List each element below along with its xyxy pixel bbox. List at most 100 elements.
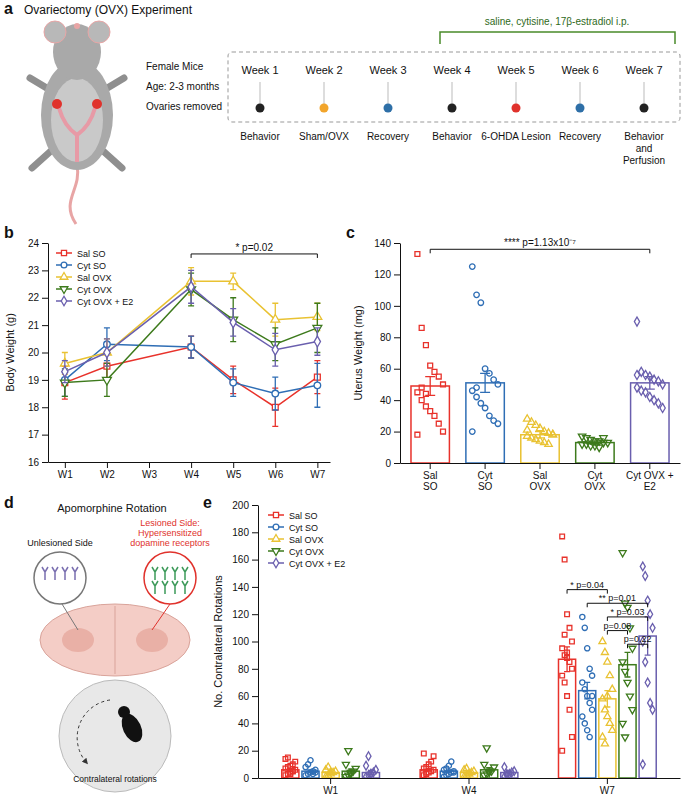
data-point	[373, 765, 378, 774]
event-dot	[640, 104, 649, 113]
axis-line	[258, 506, 259, 779]
data-point	[474, 394, 480, 400]
week-label: Week 3	[369, 64, 406, 76]
data-point	[470, 429, 476, 435]
tick-label: W6	[268, 469, 283, 480]
tick-label: 0	[385, 458, 391, 469]
legend-marker	[61, 262, 67, 268]
data-point	[293, 759, 298, 764]
annotation: p=0.22	[624, 634, 652, 644]
error-bar	[230, 369, 236, 396]
tick: 16	[28, 457, 48, 468]
data-point	[580, 680, 585, 685]
tick: 80	[380, 332, 400, 343]
tick-mark	[42, 325, 48, 326]
error-bar	[307, 770, 313, 773]
error-bar	[230, 309, 236, 336]
mouse-head	[118, 706, 130, 718]
data-point	[621, 735, 628, 741]
data-point	[314, 336, 320, 347]
tick: 21	[28, 320, 48, 331]
tick-mark	[594, 463, 595, 469]
data-point	[626, 694, 633, 700]
legend-label: Sal SO	[289, 511, 318, 521]
tick-mark	[252, 614, 258, 615]
data-point	[562, 680, 567, 685]
tick-mark	[430, 463, 431, 469]
data-point	[643, 658, 648, 667]
data-point	[429, 759, 434, 764]
tick-mark	[275, 462, 276, 468]
data-point	[495, 382, 501, 388]
week-label: Week 2	[305, 64, 342, 76]
data-point	[432, 413, 437, 418]
data-point	[582, 625, 587, 630]
data-point	[451, 770, 456, 775]
tick: W7	[600, 778, 615, 796]
title: Apomorphine Rotation	[57, 502, 166, 514]
bar	[599, 699, 616, 778]
data-point	[419, 325, 424, 330]
data-point	[650, 623, 655, 632]
tick: 40	[380, 395, 400, 406]
timeline-stem	[580, 82, 581, 104]
data-point	[560, 534, 565, 539]
arena-label: Contralateral rotations	[73, 774, 157, 784]
event-dot	[448, 104, 457, 113]
tick-label: W5	[226, 469, 241, 480]
tick-mark	[540, 463, 541, 469]
error-bar	[446, 770, 452, 773]
data-point	[580, 714, 585, 719]
tick-mark	[191, 462, 192, 468]
event-label: 6-OHDA Lesion	[481, 131, 550, 142]
panel-label: a	[4, 0, 13, 17]
title: Ovariectomy (OVX) Experiment	[24, 3, 193, 17]
legend-label: Sal OVX	[289, 535, 324, 545]
legend-label: Sal OVX	[77, 273, 112, 283]
timeline-box	[228, 52, 680, 122]
error-bar	[426, 768, 432, 771]
tick: 23	[28, 265, 48, 276]
data-point	[600, 436, 607, 442]
striatum	[62, 628, 94, 652]
x-axis: SalSOCytSOSalOVXCytOVXCyt OVX +E2	[401, 463, 681, 492]
tick: W4	[184, 462, 199, 480]
error-bar	[604, 691, 610, 707]
legend-marker	[61, 296, 66, 305]
data-point	[436, 421, 441, 426]
data-point	[478, 401, 484, 407]
data-point	[582, 721, 587, 726]
x-axis: W1W4W7	[259, 778, 681, 796]
timeline-stem	[324, 82, 325, 104]
week-label: Week 6	[561, 64, 598, 76]
week-label: Week 1	[241, 64, 278, 76]
data-point	[229, 276, 238, 284]
tick-mark	[330, 778, 331, 784]
tick: 19	[28, 375, 48, 386]
plot-area	[60, 268, 321, 427]
data-point	[619, 660, 626, 666]
legend-label: Cyt OVX	[77, 285, 112, 295]
data-point	[368, 770, 373, 778]
data-point	[102, 377, 111, 385]
bar	[619, 665, 636, 778]
data-point	[366, 752, 371, 761]
error-bar	[645, 377, 655, 390]
receptor-zoom	[144, 552, 196, 604]
tick-mark	[42, 270, 48, 271]
error-bar	[272, 377, 278, 410]
axis-title: No. Contralateral Rotations	[212, 575, 224, 708]
tick-label: 80	[380, 332, 392, 343]
tick-mark	[394, 306, 400, 307]
data-point	[441, 429, 446, 434]
data-point	[560, 748, 565, 753]
significance-bracket	[430, 249, 650, 253]
error-bar	[62, 361, 68, 383]
legend-entry: Sal SO	[268, 511, 318, 521]
panel-a: Ovariectomy (OVX) ExperimentFemale MiceA…	[24, 3, 680, 224]
tick-mark	[485, 463, 486, 469]
data-point	[624, 680, 631, 686]
receptor-icon	[152, 581, 158, 594]
data-point	[650, 705, 655, 714]
annotation: ** p=0.01	[599, 593, 636, 603]
